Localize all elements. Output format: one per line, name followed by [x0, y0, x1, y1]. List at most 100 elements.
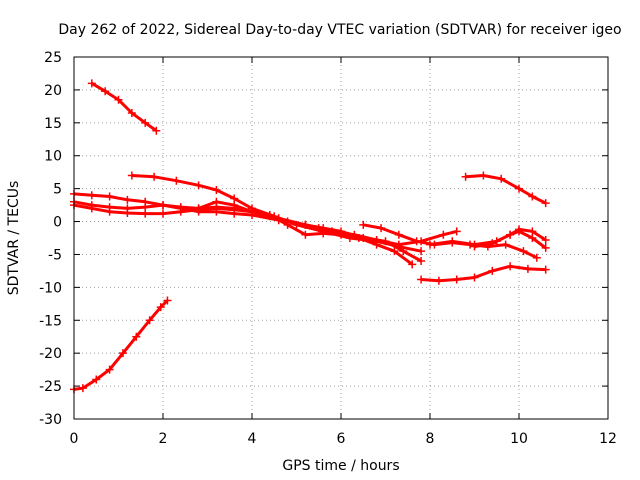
- data-point: [541, 243, 550, 252]
- data-point: [150, 172, 159, 181]
- data-point: [448, 237, 457, 246]
- plot-frame: [73, 56, 609, 420]
- x-tick-label: 8: [426, 431, 435, 447]
- data-point: [78, 384, 87, 393]
- data-point: [163, 296, 172, 305]
- data-point: [141, 118, 150, 127]
- data-point: [434, 276, 443, 285]
- data-point: [417, 247, 426, 256]
- x-tick-label: 6: [337, 431, 346, 447]
- data-point: [417, 257, 426, 266]
- data-point: [541, 199, 550, 208]
- data-point: [127, 171, 136, 180]
- data-point: [87, 79, 96, 88]
- data-point: [141, 209, 150, 218]
- y-tick-label: -5: [48, 247, 62, 263]
- data-point: [152, 126, 161, 135]
- x-tick-label: 10: [510, 431, 528, 447]
- y-tick-label: -15: [39, 313, 62, 329]
- data-point: [390, 247, 399, 256]
- data-point: [532, 253, 541, 262]
- data-point: [212, 197, 221, 206]
- data-point: [283, 220, 292, 229]
- data-point: [408, 260, 417, 269]
- y-tick-label: -30: [39, 412, 62, 428]
- data-point: [230, 201, 239, 210]
- tick-labels: 0 2 4 6 8 10 12 -30 -25 -20 -15 -10 -5 0 5 10 15 20 25: [39, 50, 617, 447]
- x-tick-label: 12: [599, 431, 617, 447]
- x-axis-label: GPS time / hours: [282, 458, 399, 474]
- data-point: [541, 235, 550, 244]
- data-point: [194, 204, 203, 213]
- data-point: [92, 375, 101, 384]
- x-tick-label: 4: [248, 431, 257, 447]
- data-point: [354, 234, 363, 242]
- data-point: [452, 275, 461, 284]
- series-arc-9: [417, 262, 550, 285]
- data-point: [105, 207, 114, 216]
- data-point: [114, 95, 123, 104]
- y-tick-label: 5: [53, 182, 62, 198]
- data-point: [337, 230, 345, 239]
- data-point: [194, 181, 203, 190]
- data-point: [470, 242, 479, 251]
- data-point: [501, 240, 510, 249]
- data-point: [381, 237, 390, 246]
- y-tick-label: -25: [39, 379, 62, 395]
- y-tick-label: 10: [44, 149, 62, 165]
- data-point: [412, 237, 421, 246]
- series-line: [91, 82, 158, 132]
- data-point: [118, 349, 127, 358]
- data-point: [314, 224, 323, 233]
- data-point: [528, 234, 537, 242]
- series-arc-12: [470, 227, 550, 252]
- data-point: [394, 230, 403, 239]
- series-arc-1: [87, 79, 161, 135]
- data-point: [159, 201, 167, 210]
- data-point: [301, 230, 310, 239]
- y-tick-label: 15: [44, 116, 62, 132]
- data-point: [87, 191, 96, 200]
- data-point: [461, 172, 470, 181]
- data-point: [105, 192, 114, 201]
- data-point: [359, 220, 368, 229]
- data-point: [488, 266, 497, 275]
- data-point: [212, 185, 221, 194]
- y-tick-label: 25: [44, 50, 62, 66]
- series-arc-2: [70, 296, 172, 394]
- data-point: [319, 229, 328, 238]
- data-point: [523, 264, 532, 273]
- data-point: [470, 273, 479, 282]
- data-point: [541, 265, 550, 274]
- data-point: [452, 227, 461, 236]
- data-point: [101, 87, 110, 96]
- data-point: [132, 332, 141, 341]
- data-point: [417, 275, 426, 284]
- data-point: [87, 204, 96, 213]
- data-point: [528, 192, 537, 201]
- data-point: [439, 230, 448, 239]
- chart-title: Day 262 of 2022, Sidereal Day-to-day VTE…: [58, 22, 621, 38]
- data-point: [159, 209, 167, 218]
- y-tick-label: 0: [53, 215, 62, 231]
- y-tick-label: 20: [44, 83, 62, 99]
- data-point: [156, 303, 165, 312]
- data-point: [479, 171, 488, 180]
- plot-area: [70, 79, 550, 394]
- data-point: [248, 207, 256, 216]
- data-point: [515, 227, 523, 236]
- data-point: [105, 365, 114, 374]
- y-tick-label: -10: [39, 280, 62, 296]
- data-point: [426, 240, 434, 249]
- data-point: [506, 262, 515, 271]
- data-point: [172, 176, 181, 185]
- data-point: [497, 174, 506, 183]
- data-point: [176, 207, 185, 216]
- series-arc-10: [461, 171, 550, 208]
- data-point: [515, 184, 523, 193]
- data-point: [123, 208, 132, 217]
- data-point: [506, 230, 515, 239]
- x-tick-label: 2: [159, 431, 168, 447]
- data-point: [519, 247, 528, 256]
